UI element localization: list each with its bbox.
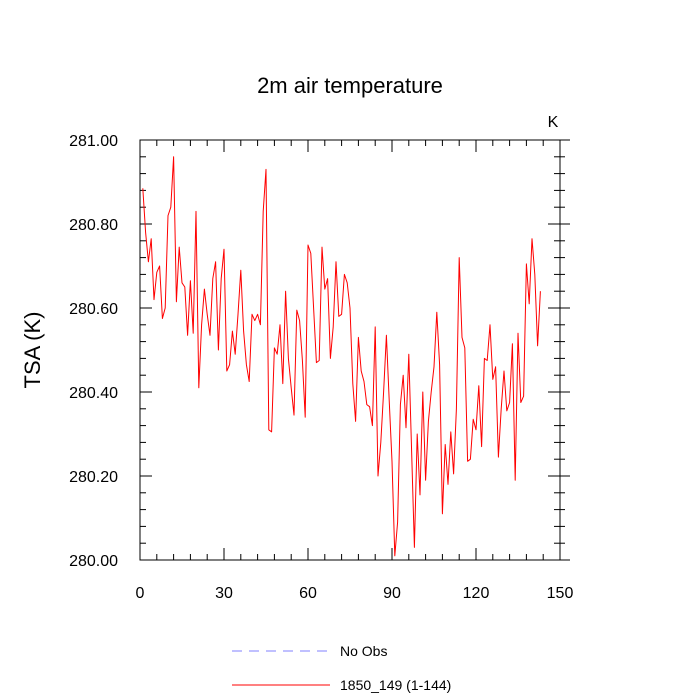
y-tick-label: 281.00 — [69, 133, 118, 150]
y-tick-label: 280.20 — [69, 469, 118, 486]
chart-title: 2m air temperature — [257, 73, 443, 98]
x-tick-labels: 0 30 60 90 120 150 — [136, 585, 574, 602]
plot-frame — [139, 139, 561, 561]
series-layer — [142, 156, 541, 557]
y-axis-label: TSA (K) — [20, 311, 45, 388]
y-tick-label: 280.60 — [69, 301, 118, 318]
x-tick-label: 0 — [136, 585, 145, 602]
axis-ticks — [139, 139, 570, 561]
legend: No Obs 1850_149 (1-144) — [232, 643, 451, 693]
legend-label-no-obs: No Obs — [340, 643, 387, 659]
y-tick-label: 280.40 — [69, 385, 118, 402]
y-tick-label: 280.80 — [69, 217, 118, 234]
series-line — [142, 156, 541, 557]
x-tick-label: 90 — [383, 585, 401, 602]
x-tick-label: 60 — [299, 585, 317, 602]
x-tick-label: 150 — [547, 585, 574, 602]
x-tick-label: 30 — [215, 585, 233, 602]
y-tick-label: 280.00 — [69, 553, 118, 570]
x-tick-label: 120 — [463, 585, 490, 602]
units-label: K — [548, 114, 559, 131]
y-tick-labels: 280.00 280.20 280.40 280.60 280.80 281.00 — [69, 133, 118, 570]
legend-label-series: 1850_149 (1-144) — [340, 677, 451, 693]
